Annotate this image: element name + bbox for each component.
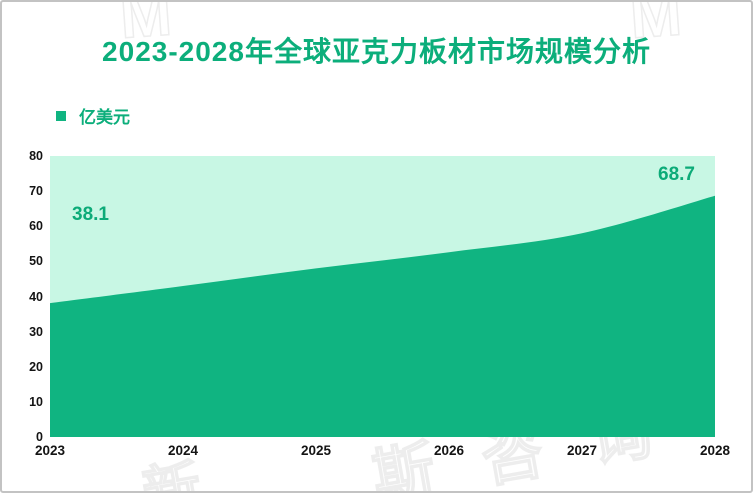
legend-label: 亿美元: [79, 108, 130, 127]
y-tick-label: 70: [29, 184, 43, 199]
x-tick-label: 2024: [167, 443, 199, 458]
x-tick-label: 2027: [566, 443, 598, 458]
legend: 亿美元: [56, 103, 130, 128]
y-tick-label: 50: [29, 254, 43, 269]
legend-swatch-icon: [56, 110, 66, 121]
chart-title: 2023-2028年全球亚克力板材市场规模分析: [102, 36, 651, 67]
y-tick-label: 0: [36, 430, 43, 444]
value-label-2023: 38.1: [72, 204, 109, 225]
x-tick-label: 2023: [34, 443, 66, 458]
y-tick-label: 80: [29, 149, 43, 163]
y-tick-label: 20: [29, 359, 43, 374]
x-tick-label: 2025: [300, 443, 332, 458]
y-tick-label: 60: [29, 219, 43, 234]
y-tick-label: 30: [29, 324, 43, 339]
y-tick-label: 40: [29, 289, 43, 304]
watermark-text: 新: [137, 446, 246, 493]
value-label-2028: 68.7: [658, 164, 695, 185]
area-chart-plot: [50, 156, 715, 437]
x-tick-label: 2028: [699, 443, 731, 458]
x-tick-label: 2026: [433, 443, 465, 458]
y-tick-label: 10: [29, 394, 43, 409]
